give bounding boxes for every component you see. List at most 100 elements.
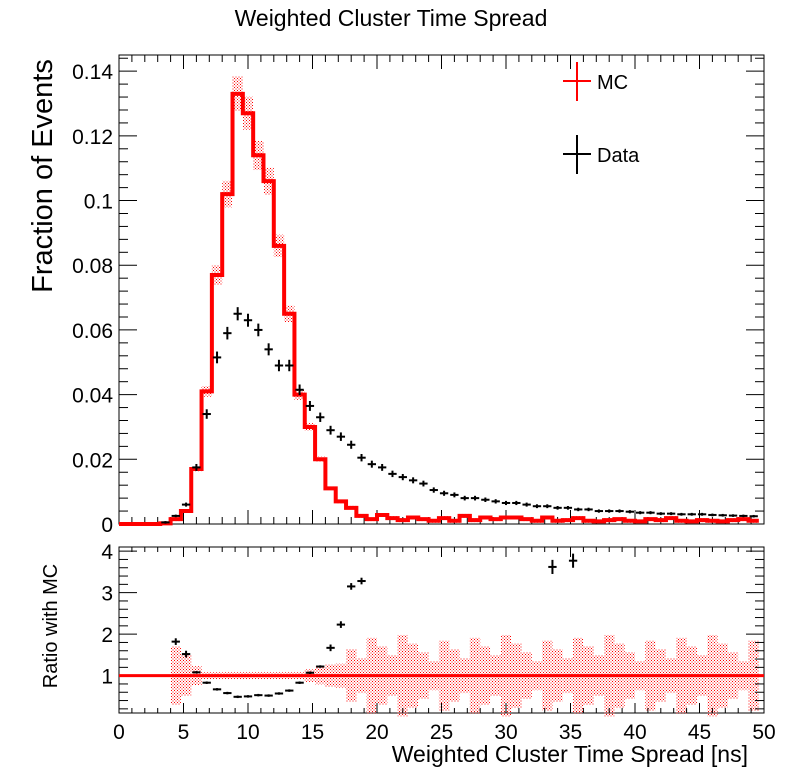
ratio-point xyxy=(233,695,242,699)
ratio-point xyxy=(357,577,366,585)
data-point xyxy=(419,480,428,487)
mc-histogram-line xyxy=(119,91,759,526)
data-point xyxy=(202,409,211,419)
x-tick-label: 45 xyxy=(688,721,711,744)
data-point xyxy=(646,511,655,515)
top-y-tick-label: 0.12 xyxy=(72,126,113,149)
ratio-point xyxy=(223,691,232,695)
x-axis-label: Weighted Cluster Time Spread [ns] xyxy=(392,741,748,767)
top-y-tick-label: 0.02 xyxy=(72,449,113,472)
ratio-point xyxy=(192,671,201,674)
data-point xyxy=(171,514,180,518)
top-y-tick-label: 0 xyxy=(101,514,113,537)
data-point xyxy=(481,497,490,502)
data-point xyxy=(429,487,438,493)
x-tick-label: 0 xyxy=(113,721,125,744)
ratio-point xyxy=(326,644,335,652)
legend-mc-label: MC xyxy=(597,72,628,94)
legend: MC Data xyxy=(563,62,640,174)
data-point xyxy=(181,502,191,507)
data-point xyxy=(532,504,542,509)
x-tick-label: 20 xyxy=(365,721,388,744)
data-point xyxy=(625,510,634,514)
data-point xyxy=(367,460,376,468)
ratio-point xyxy=(171,638,180,645)
data-point xyxy=(553,505,562,510)
data-point xyxy=(439,490,449,496)
top-y-tick-label: 0.06 xyxy=(72,320,113,343)
data-point xyxy=(697,512,707,516)
ratio-point xyxy=(347,583,356,590)
bottom-axes: 0 5 10 15 20 25 30 35 40 45 50 1 2 3 4 xyxy=(101,541,775,744)
data-point xyxy=(243,313,253,327)
ratio-point xyxy=(181,650,191,658)
chart-title: Weighted Cluster Time Spread xyxy=(235,5,548,31)
data-point xyxy=(161,521,170,524)
x-tick-label: 15 xyxy=(301,721,324,744)
legend-data-label: Data xyxy=(597,145,640,167)
data-point xyxy=(749,514,758,518)
ratio-series xyxy=(119,553,764,699)
data-point xyxy=(223,326,232,340)
data-point xyxy=(305,400,315,411)
top-y-tick-label: 0.14 xyxy=(72,61,113,84)
data-point xyxy=(233,307,242,321)
top-series xyxy=(119,91,759,526)
data-point xyxy=(501,500,511,506)
x-tick-label: 40 xyxy=(623,721,646,744)
data-point xyxy=(543,504,552,509)
data-point xyxy=(605,509,614,513)
data-point xyxy=(460,495,469,501)
data-point xyxy=(677,512,686,516)
data-point xyxy=(739,514,748,518)
data-point xyxy=(718,513,727,517)
data-point xyxy=(656,512,665,516)
data-point xyxy=(274,359,284,372)
data-point xyxy=(316,412,325,422)
ratio-point xyxy=(254,693,263,697)
data-point xyxy=(326,425,335,435)
data-point xyxy=(584,507,593,512)
top-y-tick-label: 0.04 xyxy=(72,385,113,408)
data-point xyxy=(708,513,717,517)
top-y-tick-label: 0.08 xyxy=(72,255,113,278)
x-tick-label: 35 xyxy=(559,721,582,744)
data-point xyxy=(295,384,304,396)
top-y-axis-label: Fraction of Events xyxy=(27,59,59,293)
data-point xyxy=(264,343,273,356)
ratio-point xyxy=(202,681,211,684)
ratio-point xyxy=(316,665,325,668)
x-tick-label: 25 xyxy=(430,721,453,744)
ratio-point xyxy=(305,671,315,674)
data-point xyxy=(594,509,604,513)
data-point xyxy=(398,473,407,481)
data-point xyxy=(470,495,480,501)
data-point xyxy=(491,499,500,504)
bottom-y-tick-label: 2 xyxy=(101,624,113,647)
data-point xyxy=(615,509,624,513)
ratio-point xyxy=(212,688,222,691)
ratio-point xyxy=(285,689,294,692)
data-point xyxy=(285,359,294,372)
data-point xyxy=(522,502,531,507)
data-point xyxy=(192,463,201,471)
bottom-y-tick-label: 1 xyxy=(101,666,113,689)
data-point xyxy=(347,440,356,449)
x-tick-label: 5 xyxy=(178,721,190,744)
ratio-point xyxy=(548,559,557,574)
data-point xyxy=(408,477,418,484)
ratio-point xyxy=(295,681,304,684)
data-point xyxy=(666,512,676,516)
data-point xyxy=(388,470,397,478)
top-panel-frame xyxy=(118,54,765,525)
mc-uncertainty-band-top xyxy=(160,76,759,524)
bottom-y-tick-label: 4 xyxy=(101,541,113,564)
data-point xyxy=(512,500,521,506)
data-point xyxy=(378,463,387,471)
x-tick-label: 10 xyxy=(236,721,259,744)
ratio-point xyxy=(243,695,253,698)
data-point xyxy=(687,512,696,516)
x-tick-label: 50 xyxy=(752,721,775,744)
data-point xyxy=(636,511,645,515)
